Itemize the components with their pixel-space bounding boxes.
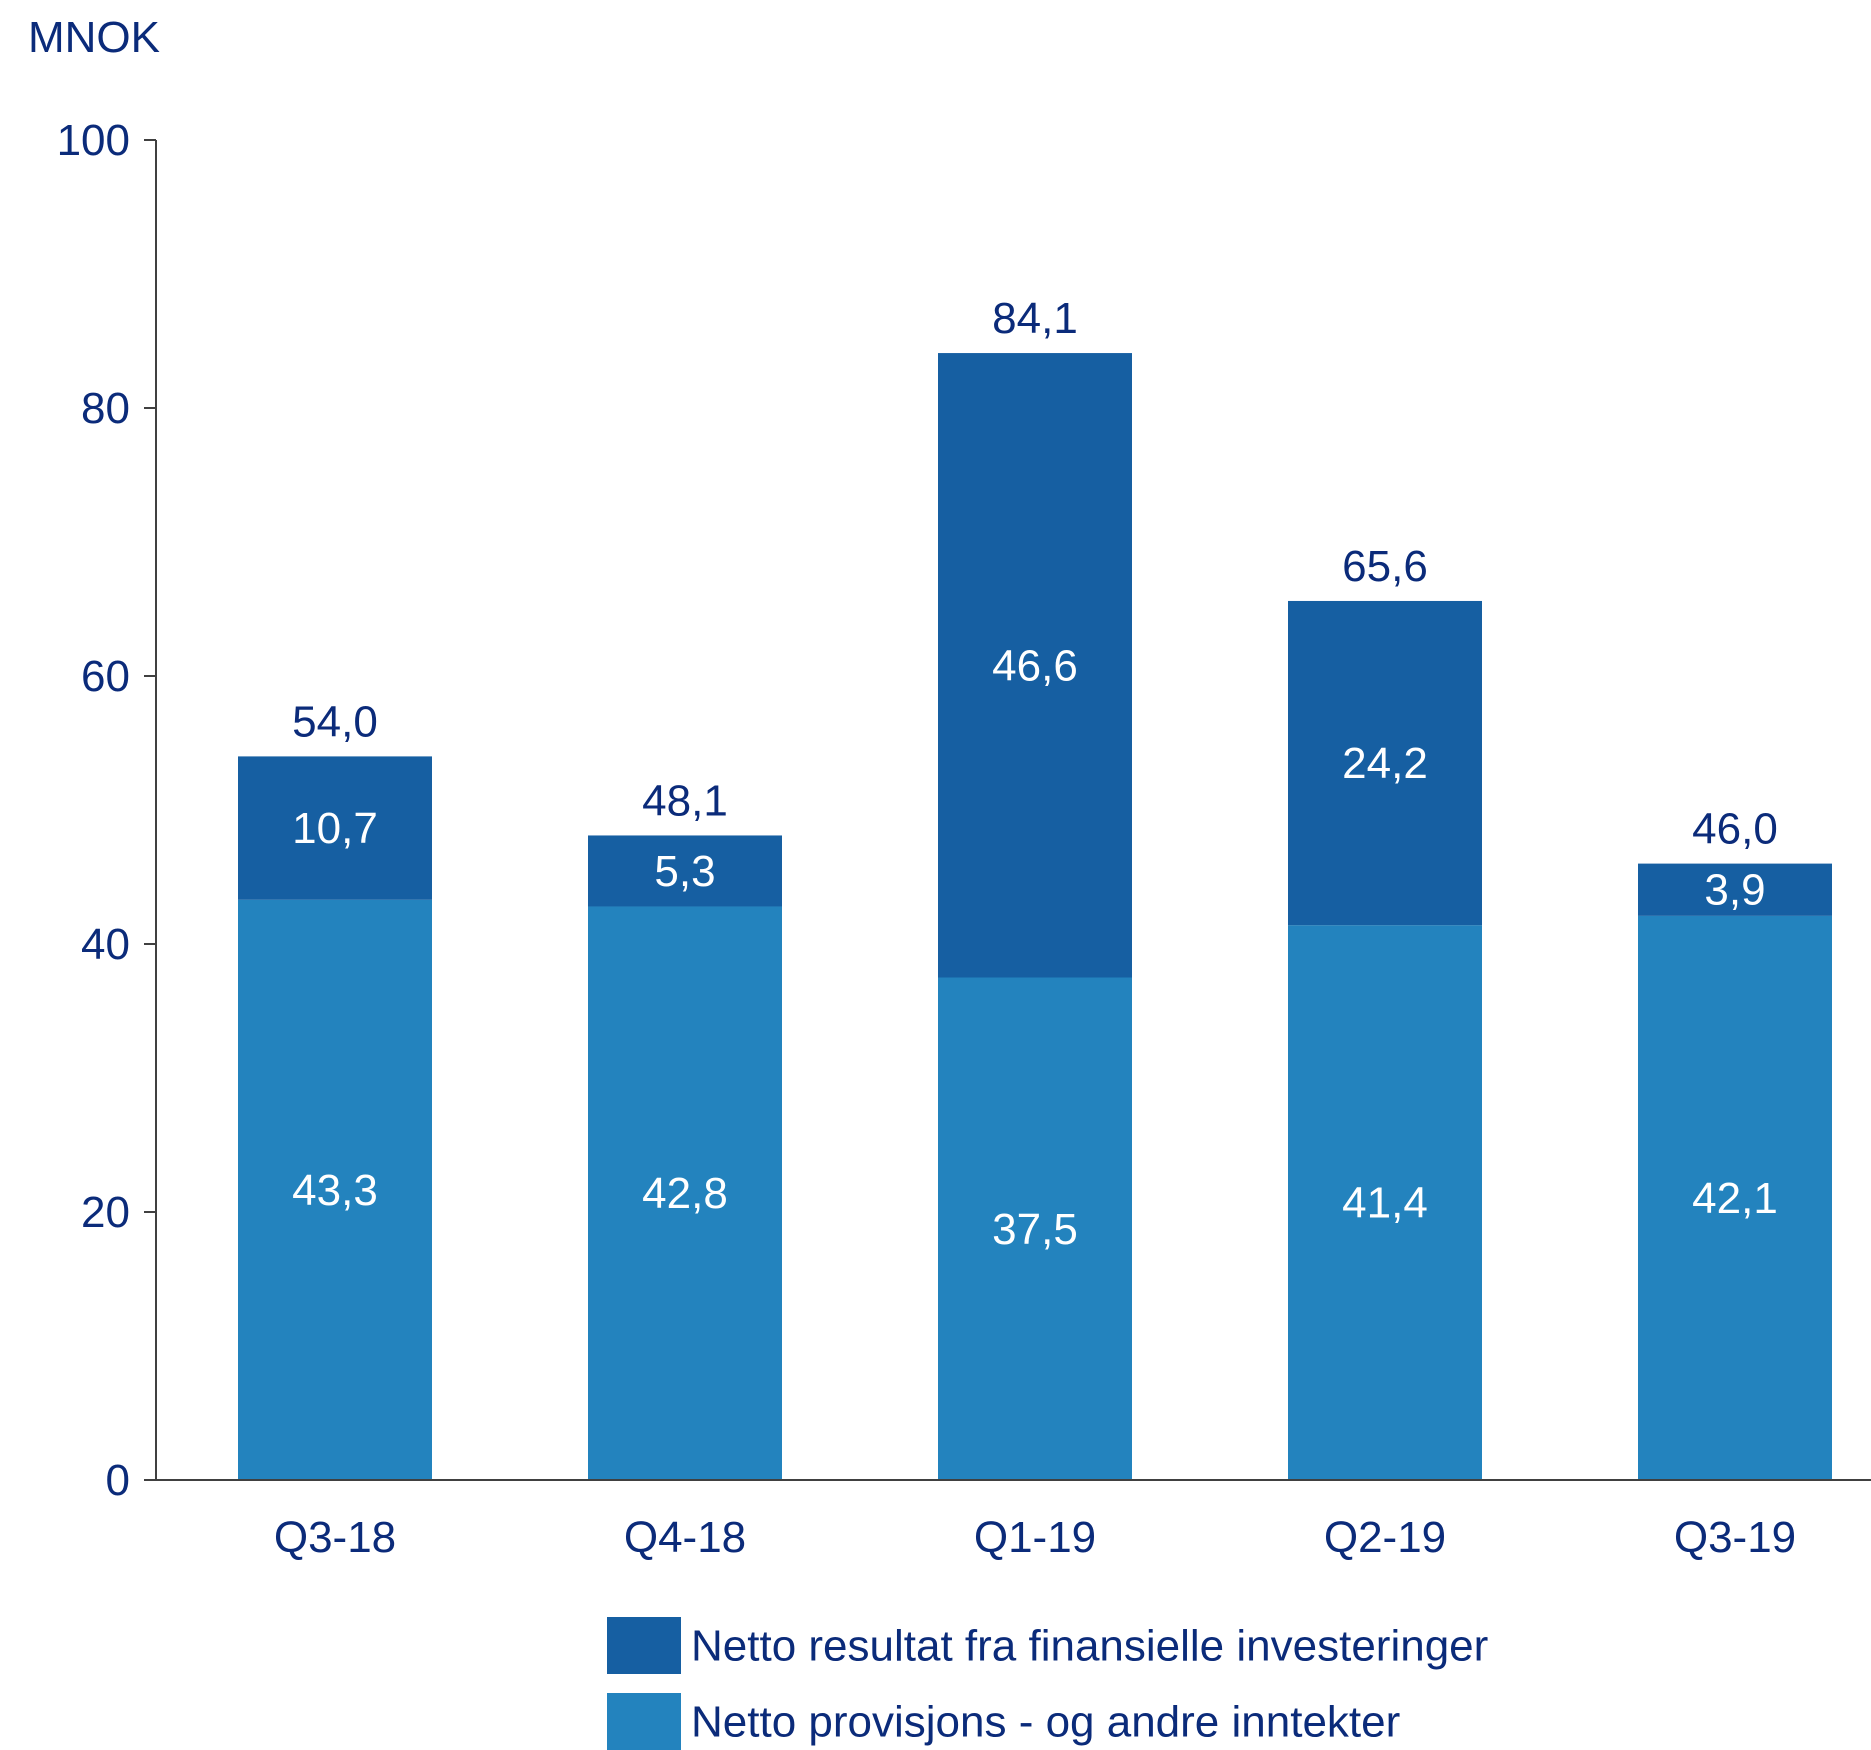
x-tick-label: Q1-19 [974,1513,1096,1562]
total-label: 48,1 [642,776,728,825]
x-tick-label: Q4-18 [624,1513,746,1562]
bar-segment [588,835,782,907]
data-label: 3,9 [1704,866,1765,915]
data-label: 42,1 [1692,1174,1778,1223]
bar-segment [1638,863,1832,916]
y-axis-ticks: 0 20 40 60 80 100 [57,116,156,1505]
bar-segment [238,756,432,900]
data-label: 43,3 [292,1166,378,1215]
bar-segment [1638,915,1832,1480]
legend-label: Netto resultat fra finansielle investeri… [691,1622,1488,1671]
bar-segment [1288,925,1482,1480]
y-tick-label: 80 [81,384,130,433]
total-label: 54,0 [292,697,378,746]
legend-swatch [607,1617,681,1674]
legend-swatch [607,1693,681,1750]
legend: Netto resultat fra finansielle investeri… [607,1617,1488,1750]
y-axis-unit-label: MNOK [28,13,160,62]
bar-segment [588,906,782,1480]
x-tick-label: Q3-19 [1674,1513,1796,1562]
data-label: 10,7 [292,804,378,853]
x-axis-categories: Q3-18 Q4-18 Q1-19 Q2-19 Q3-19 [274,1513,1796,1562]
bar-segment [938,353,1132,978]
legend-label: Netto provisjons - og andre inntekter [691,1698,1400,1747]
total-label: 84,1 [992,294,1078,343]
bar-segment [1288,600,1482,926]
data-label: 37,5 [992,1205,1078,1254]
axes [155,140,1871,1481]
data-label: 46,6 [992,641,1078,690]
data-label: 24,2 [1342,739,1428,788]
bars: 43,3 10,7 54,0 42,8 5,3 48,1 37,5 46,6 84,1 41,4 2… [238,294,1832,1480]
total-label: 65,6 [1342,542,1428,591]
x-tick-label: Q3-18 [274,1513,396,1562]
y-tick-label: 60 [81,652,130,701]
y-tick-label: 100 [57,116,130,165]
bar-segment [938,977,1132,1480]
data-label: 42,8 [642,1169,728,1218]
bar-segment [238,899,432,1480]
y-tick-label: 20 [81,1188,130,1237]
x-tick-label: Q2-19 [1324,1513,1446,1562]
data-label: 5,3 [654,847,715,896]
total-label: 46,0 [1692,805,1778,854]
data-label: 41,4 [1342,1179,1428,1228]
y-tick-label: 40 [81,920,130,969]
y-tick-label: 0 [106,1456,130,1505]
